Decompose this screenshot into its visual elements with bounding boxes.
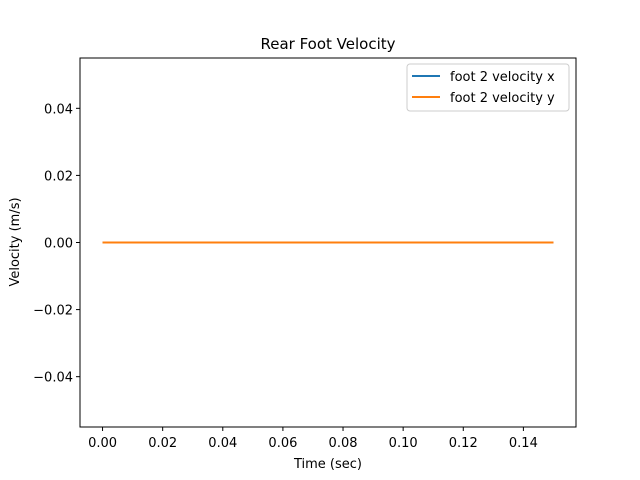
x-tick-label: 0.04 [208,436,237,451]
y-tick-label: 0.02 [44,169,73,184]
x-tick-label: 0.14 [509,436,538,451]
x-tick-label: 0.00 [88,436,117,451]
legend-box [406,63,570,112]
chart-title: Rear Foot Velocity [260,35,395,53]
y-tick-label: 0.00 [44,237,73,252]
x-tick-label: 0.06 [268,436,297,451]
x-tick-label: 0.10 [389,436,418,451]
x-axis: 0.00 0.02 0.04 0.06 0.08 0.10 0.12 0.14 [88,427,538,451]
y-tick-label: −0.04 [33,371,73,386]
x-tick-label: 0.02 [148,436,177,451]
y-tick-label: −0.02 [33,304,73,319]
legend: foot 2 velocity x foot 2 velocity y [406,63,570,112]
y-tick-label: 0.04 [44,102,73,117]
legend-label: foot 2 velocity y [450,91,555,106]
x-axis-label: Time (sec) [293,457,362,472]
y-axis: −0.04 −0.02 0.00 0.02 0.04 [33,102,80,386]
x-tick-label: 0.12 [449,436,478,451]
y-axis-label: Velocity (m/s) [8,197,23,286]
x-tick-label: 0.08 [329,436,358,451]
legend-label: foot 2 velocity x [450,70,555,85]
